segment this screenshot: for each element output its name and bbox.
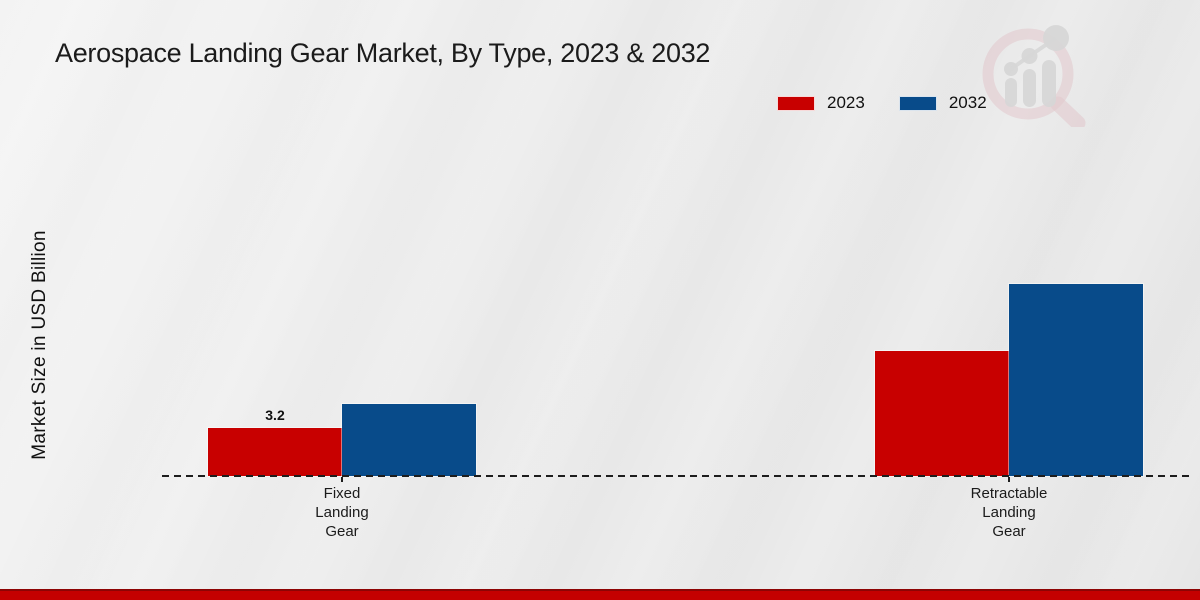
x-tick-label-retractable-landing-gear: Retractable Landing Gear: [970, 485, 1048, 540]
chart-title: Aerospace Landing Gear Market, By Type, …: [55, 38, 711, 68]
legend: 2023 2032: [777, 93, 987, 113]
legend-label-2032: 2032: [948, 93, 987, 112]
mrfr-watermark-logo: [982, 25, 1086, 127]
x-tick-retractable: [1008, 477, 1010, 482]
bar-fixed-landing-gear-2032: [342, 404, 476, 476]
legend-label-2023: 2023: [827, 93, 865, 112]
legend-swatch-2032: [898, 95, 937, 111]
legend-item-2032: 2032: [898, 93, 987, 113]
x-tick-label-fixed-landing-gear: Fixed Landing Gear: [315, 485, 369, 540]
legend-swatch-2023: [777, 95, 815, 111]
zero-axis-dashed-line: [162, 475, 1191, 477]
bar-fixed-landing-gear-2023: [208, 428, 342, 476]
footer-brand-stripe: [0, 589, 1200, 600]
legend-item-2023: 2023: [777, 93, 865, 113]
bar-retractable-landing-gear-2023: [875, 351, 1009, 476]
x-tick-fixed: [341, 477, 343, 482]
bar-data-label: 3.2: [265, 407, 285, 423]
bar-retractable-landing-gear-2032: [1009, 284, 1143, 476]
